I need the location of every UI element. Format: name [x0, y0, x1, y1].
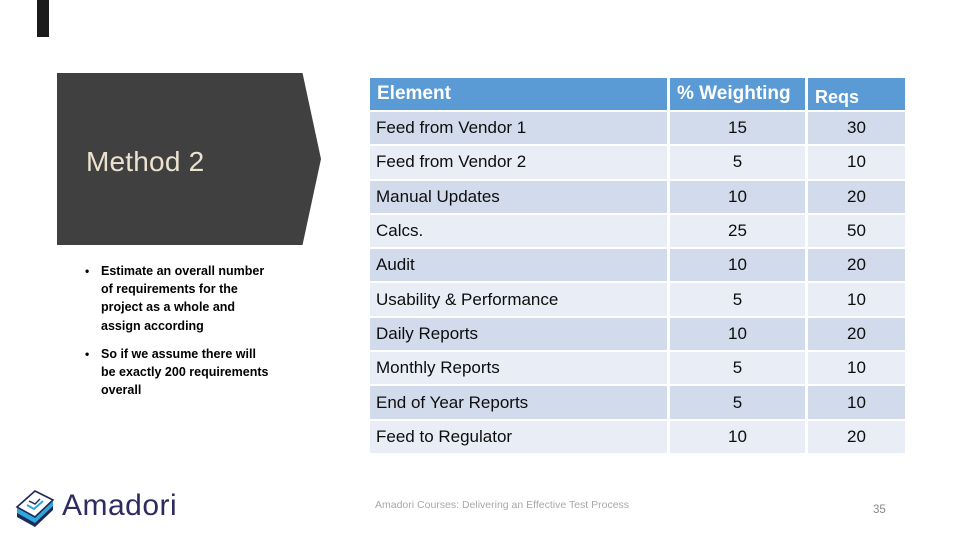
cell-reqs: 20	[808, 249, 905, 282]
cell-reqs: 50	[808, 214, 905, 248]
cell-reqs: 10	[808, 283, 905, 316]
cell-reqs: 20	[808, 317, 905, 351]
logo-text: Amadori	[62, 489, 178, 522]
cell-element: Feed to Regulator	[370, 420, 667, 453]
cell-reqs: 10	[808, 352, 905, 385]
cell-weighting: 10	[670, 249, 805, 282]
bullet-marker: •	[85, 264, 90, 278]
cell-element: End of Year Reports	[370, 386, 667, 419]
table-row: Feed from Vendor 2 5 10	[370, 146, 905, 179]
table-row: Feed from Vendor 1 15 30	[370, 112, 905, 145]
cell-element: Feed from Vendor 1	[370, 112, 667, 145]
amadori-logo: Amadori	[12, 484, 177, 530]
cell-weighting: 10	[670, 420, 805, 453]
bullet-item: • So if we assume there will be exactly …	[85, 345, 275, 400]
table-row: Monthly Reports 5 10	[370, 352, 905, 385]
title-chevron-shape: Method 2	[57, 73, 321, 245]
cell-weighting: 10	[670, 180, 805, 213]
header-reqs: Reqs	[808, 78, 905, 110]
table-row: Daily Reports 10 20	[370, 317, 905, 351]
slide-page-number: 35	[873, 504, 886, 516]
requirements-table: Element % Weighting Reqs Feed from Vendo…	[370, 78, 905, 453]
table-row: Feed to Regulator 10 20	[370, 420, 905, 453]
cell-element: Monthly Reports	[370, 352, 667, 385]
cell-reqs: 20	[808, 180, 905, 213]
cell-reqs: 30	[808, 112, 905, 145]
cell-weighting: 5	[670, 283, 805, 316]
cell-element: Usability & Performance	[370, 283, 667, 316]
amadori-logo-icon	[15, 490, 55, 527]
header-weighting: % Weighting	[670, 78, 805, 110]
table-row: End of Year Reports 5 10	[370, 386, 905, 419]
table-row: Manual Updates 10 20	[370, 180, 905, 213]
bullet-marker: •	[85, 346, 90, 361]
bullet-text: So if we assume there will be exactly 20…	[101, 346, 269, 398]
slide-title: Method 2	[86, 146, 205, 177]
cell-weighting: 5	[670, 386, 805, 419]
cell-weighting: 5	[670, 146, 805, 179]
cell-element: Manual Updates	[370, 180, 667, 213]
cell-reqs: 10	[808, 386, 905, 419]
footer-course-title: Amadori Courses: Delivering an Effective…	[375, 499, 630, 511]
bullet-item: • Estimate an overall number of requirem…	[85, 262, 275, 335]
cell-element: Audit	[370, 249, 667, 282]
cell-weighting: 25	[670, 214, 805, 248]
table-row: Audit 10 20	[370, 249, 905, 282]
header-element: Element	[370, 78, 667, 110]
table-header-row: Element % Weighting Reqs	[370, 78, 905, 110]
cell-weighting: 5	[670, 352, 805, 385]
cell-reqs: 20	[808, 420, 905, 453]
table-row: Usability & Performance 5 10	[370, 283, 905, 316]
cell-element: Calcs.	[370, 214, 667, 248]
cell-weighting: 10	[670, 317, 805, 351]
corner-accent-bar	[37, 0, 49, 37]
cell-weighting: 15	[670, 112, 805, 145]
cell-element: Daily Reports	[370, 317, 667, 351]
cell-element: Feed from Vendor 2	[370, 146, 667, 179]
bullet-text: Estimate an overall number of requiremen…	[101, 264, 265, 333]
table-row: Calcs. 25 50	[370, 214, 905, 248]
bullet-list: • Estimate an overall number of requirem…	[85, 262, 275, 409]
cell-reqs: 10	[808, 146, 905, 179]
